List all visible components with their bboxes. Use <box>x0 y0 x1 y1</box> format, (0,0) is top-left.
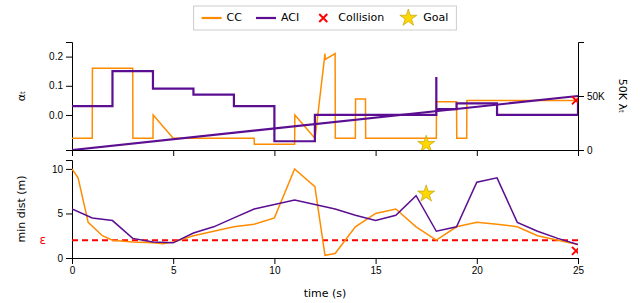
x-axis-title: time (s) <box>304 287 347 300</box>
legend-label: Collision <box>338 11 384 24</box>
x-axis-tick-mark <box>376 150 377 156</box>
x-axis-line <box>73 259 579 265</box>
x-axis-tick-mark <box>173 258 174 264</box>
y-axis-tick-label: 0.0 <box>49 110 63 121</box>
y-axis-tick-label: 0 <box>57 253 63 264</box>
y-axis-title: αₜ <box>15 91 28 102</box>
x-axis-tick: 25 <box>573 258 585 276</box>
y-axis: 0.0 0.1 0.2 <box>49 43 72 151</box>
y-axis-tick-label: 0.1 <box>49 80 63 91</box>
y-axis-tick: 5 <box>57 208 72 219</box>
marker-star <box>418 185 435 201</box>
x-axis-tick-mark <box>578 258 579 264</box>
series-line <box>72 178 578 245</box>
x-axis-tick-label: 5 <box>171 265 177 276</box>
marker-x <box>572 247 578 255</box>
x-axis-tick: 0 <box>70 258 76 276</box>
x-axis-tick-label: 10 <box>269 265 281 276</box>
legend-item: Collision <box>319 11 384 24</box>
y2-axis-line <box>579 43 585 151</box>
series-line <box>72 54 578 144</box>
legend: CC ACI Collision Goal <box>194 6 457 30</box>
y2-axis-tick-mark <box>578 150 584 151</box>
x-axis-tick-label: 25 <box>573 265 585 276</box>
y-axis-tick-mark <box>66 57 72 58</box>
legend-item: ACI <box>256 11 299 24</box>
x-axis-tick-mark <box>173 150 174 156</box>
y-axis-tick: 0.0 <box>49 110 72 121</box>
x-axis-tick-mark <box>274 150 275 156</box>
legend-swatch <box>202 17 222 19</box>
series-line <box>72 71 578 141</box>
y-axis-tick-mark <box>66 115 72 116</box>
y-axis-tick: 0.2 <box>49 51 72 62</box>
y2-axis-tick-label: 0 <box>587 145 593 156</box>
y-axis-tick: 0.1 <box>49 80 72 91</box>
x-axis-tick-label: 15 <box>371 265 383 276</box>
x-axis-tick-mark <box>477 150 478 156</box>
y2-axis-title: 50K λₜ <box>616 79 629 113</box>
x-axis-tick <box>376 150 377 156</box>
legend-swatch <box>319 14 327 22</box>
x-axis <box>73 150 579 156</box>
y-axis-tick-label: 5 <box>57 208 63 219</box>
x-axis-tick-label: 0 <box>70 265 76 276</box>
y-axis-line <box>66 161 73 259</box>
y-axis-tick-mark <box>66 213 72 214</box>
x-axis-tick: 20 <box>472 258 484 276</box>
legend-item: Goal <box>400 9 449 25</box>
legend-label: ACI <box>281 11 299 24</box>
y-axis-tick-mark <box>66 86 72 87</box>
x-axis-tick <box>477 150 478 156</box>
x-axis-tick <box>173 150 174 156</box>
x-axis-tick-mark <box>376 258 377 264</box>
chart: 0.0 0.1 0.2 0 50K αₜ 50K λₜ CC ACI Collision Goal 0… <box>0 0 640 303</box>
x-axis: 0 5 10 15 20 25 <box>70 258 585 276</box>
plot-area <box>72 54 578 150</box>
y2-axis: 0 50K <box>578 43 605 156</box>
y2-axis-tick: 50K <box>578 91 605 102</box>
plot-area <box>72 169 578 255</box>
x-axis-tick: 10 <box>269 258 281 276</box>
threshold-label: ε <box>40 233 47 247</box>
series-line <box>72 96 578 150</box>
marker-star <box>418 135 435 150</box>
legend-label: CC <box>227 11 243 24</box>
y-axis-tick-mark <box>66 258 72 259</box>
y-axis-line <box>66 43 73 151</box>
y-axis: 0 5 10 <box>52 161 73 264</box>
x-axis-tick: 5 <box>171 258 177 276</box>
y-axis-tick: 0 <box>57 253 72 264</box>
x-axis-tick-label: 20 <box>472 265 484 276</box>
legend-frame <box>194 6 457 30</box>
series-line <box>72 169 578 255</box>
y2-axis-tick-mark <box>578 96 584 97</box>
y-axis-tick: 10 <box>52 164 72 175</box>
y-axis-tick-mark <box>66 169 72 170</box>
x-axis-tick-mark <box>477 258 478 264</box>
y-axis-tick-label: 0.2 <box>49 51 63 62</box>
x-axis-tick: 15 <box>371 258 383 276</box>
y2-axis-tick-label: 50K <box>587 91 605 102</box>
marker-x <box>572 96 578 104</box>
y-axis-tick-label: 10 <box>52 164 64 175</box>
x-axis-tick <box>274 150 275 156</box>
legend-swatch <box>400 9 417 25</box>
legend-label: Goal <box>423 11 448 24</box>
y2-axis-tick: 0 <box>578 145 593 156</box>
legend-swatch <box>256 17 276 19</box>
x-axis-tick-mark <box>274 258 275 264</box>
y-axis-title: min dist (m) <box>15 175 28 242</box>
x-axis-line <box>73 151 579 157</box>
legend-item: CC <box>202 11 243 24</box>
